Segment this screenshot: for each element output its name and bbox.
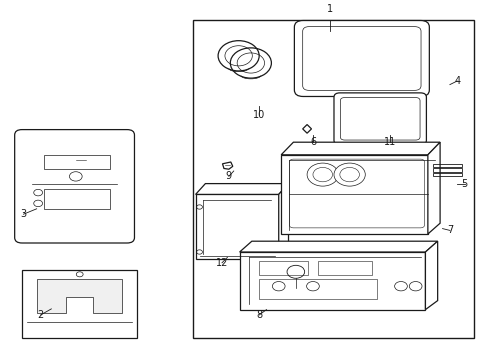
Text: 7: 7 bbox=[446, 225, 452, 235]
Circle shape bbox=[333, 163, 365, 186]
Polygon shape bbox=[281, 155, 427, 234]
Polygon shape bbox=[427, 142, 439, 234]
FancyBboxPatch shape bbox=[15, 130, 134, 243]
Bar bbox=[44, 155, 110, 169]
Polygon shape bbox=[195, 184, 288, 194]
Text: 12: 12 bbox=[215, 258, 228, 268]
Polygon shape bbox=[37, 279, 122, 313]
Polygon shape bbox=[278, 184, 288, 259]
Text: 1: 1 bbox=[326, 4, 332, 14]
Text: 2: 2 bbox=[38, 310, 43, 320]
Circle shape bbox=[306, 163, 338, 186]
Polygon shape bbox=[239, 252, 425, 310]
Text: 9: 9 bbox=[225, 171, 231, 181]
Bar bbox=[259, 261, 307, 275]
Text: 10: 10 bbox=[252, 110, 265, 120]
Text: 6: 6 bbox=[309, 137, 315, 147]
Polygon shape bbox=[239, 241, 437, 252]
Bar bbox=[317, 261, 371, 275]
Polygon shape bbox=[281, 142, 439, 155]
Text: 5: 5 bbox=[461, 179, 467, 189]
Bar bbox=[432, 173, 461, 176]
Polygon shape bbox=[425, 241, 437, 310]
FancyBboxPatch shape bbox=[333, 93, 426, 145]
Bar bbox=[432, 164, 461, 167]
Bar bbox=[44, 189, 110, 209]
Bar bbox=[432, 168, 461, 172]
Bar bbox=[193, 20, 473, 338]
Text: 8: 8 bbox=[256, 310, 262, 320]
Text: 11: 11 bbox=[383, 137, 396, 147]
Polygon shape bbox=[195, 194, 278, 259]
Polygon shape bbox=[22, 270, 137, 338]
Text: 3: 3 bbox=[20, 209, 26, 219]
FancyBboxPatch shape bbox=[294, 21, 428, 96]
Text: 4: 4 bbox=[453, 76, 459, 86]
Bar bbox=[259, 279, 376, 299]
